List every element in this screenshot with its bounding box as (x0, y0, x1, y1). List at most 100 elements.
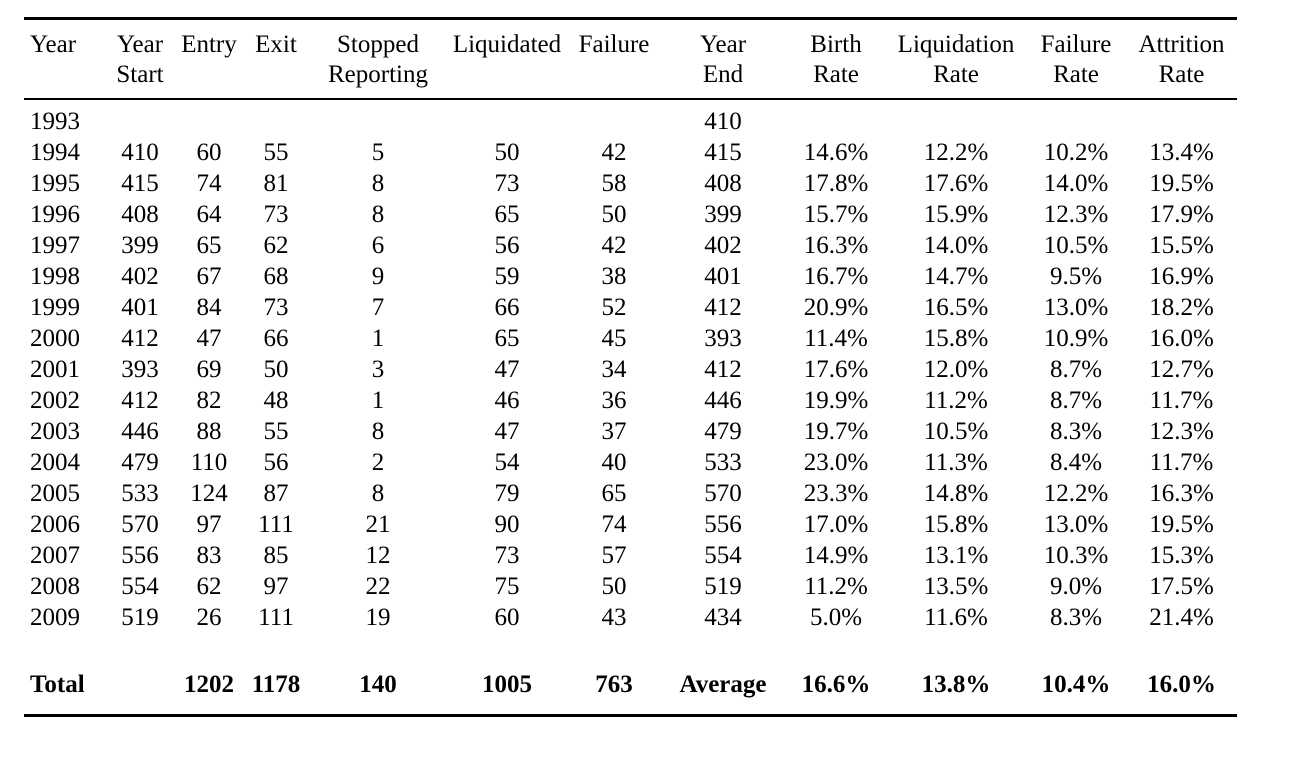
cell-entry: 67 (196, 263, 222, 290)
cell-birth-rate (786, 99, 886, 137)
cell-year: 2004 (30, 449, 80, 476)
cell-year: 2007 (30, 542, 80, 569)
cell-liquidated: 46 (494, 387, 520, 414)
table-row-1995: 1995 415 74 81 8 73 58 408 17.8% 17.6% 14.0% 19.5% (24, 168, 1237, 199)
header-line1: Exit (255, 31, 297, 58)
total-row: Total 1202 1178 140 1005 763 Average 16.6% 13.8%… (24, 663, 1237, 716)
cell-stopped-reporting: 12 (365, 542, 391, 569)
cell-year-end: 570 (704, 480, 742, 507)
cell-liquidation-rate: 13.1% (923, 542, 989, 569)
cell-attrition-rate: 12.3% (1149, 418, 1214, 445)
column-header-birth-rate: Birth Rate (786, 18, 886, 100)
cell-exit: 73 (263, 294, 289, 321)
cell-failure-rate: 13.0% (1043, 294, 1109, 321)
cell-year-start: 556 (121, 542, 159, 569)
cell-liquidated: 47 (494, 356, 520, 383)
cell-liquidation-rate: 12.0% (923, 356, 989, 383)
cell-stopped-reporting: 22 (365, 573, 391, 600)
cell-stopped-reporting: 5 (371, 139, 385, 166)
column-header-stopped-reporting: Stopped Reporting (310, 18, 446, 100)
cell-year: 1998 (30, 263, 80, 290)
cell-failure: 40 (601, 449, 627, 476)
cell-failure: 50 (601, 201, 627, 228)
cell-entry: 74 (196, 170, 222, 197)
cell-failure-rate: 8.7% (1049, 356, 1103, 383)
cell-year-start: 554 (121, 573, 159, 600)
cell-exit: 68 (263, 263, 289, 290)
table-row-2008: 2008 554 62 97 22 75 50 519 11.2% 13.5% 9.0% 17.5% (24, 571, 1237, 602)
cell-year: 2002 (30, 387, 80, 414)
cell-stopped-reporting: 19 (365, 604, 391, 631)
cell-liquidated: 47 (494, 418, 520, 445)
cell-exit: 73 (263, 201, 289, 228)
cell-year: 2005 (30, 480, 80, 507)
cell-year: 2009 (30, 604, 80, 631)
cell-year-start: 399 (121, 232, 159, 259)
cell-liquidated: 50 (494, 139, 520, 166)
cell-failure-rate: 8.3% (1049, 418, 1103, 445)
header-line1: Stopped (337, 31, 419, 58)
cell-exit: 48 (263, 387, 289, 414)
table-body: 1993 410 1994 410 60 55 5 50 42 415 14.6% 12.2% 10.2… (24, 99, 1237, 716)
header-line1: Failure (578, 31, 650, 58)
cell-exit: 56 (263, 449, 289, 476)
table-header: Year Year Start Entry Exit Stopped Reportin… (24, 18, 1237, 100)
cell-failure-rate: 12.3% (1043, 201, 1109, 228)
table-row-2004: 2004 479 110 56 2 54 40 533 23.0% 11.3% 8.4% 11.7% (24, 447, 1237, 478)
cell-liquidation-rate: 14.8% (923, 480, 989, 507)
cell-year-end: 479 (704, 418, 742, 445)
cell-entry: 124 (190, 480, 228, 507)
cell-year-end: 412 (704, 294, 742, 321)
cell-attrition-rate (1126, 99, 1237, 137)
cell-exit: 55 (263, 139, 289, 166)
cell-stopped-reporting: 8 (371, 201, 385, 228)
cell-failure: 34 (601, 356, 627, 383)
table-row-1997: 1997 399 65 62 6 56 42 402 16.3% 14.0% 10.5% 15.5% (24, 230, 1237, 261)
cell-attrition-rate: 19.5% (1149, 170, 1214, 197)
table-row-1998: 1998 402 67 68 9 59 38 401 16.7% 14.7% 9.5% 16.9% (24, 261, 1237, 292)
cell-stopped-reporting (310, 99, 446, 137)
cell-liquidation-rate: 14.7% (923, 263, 989, 290)
cell-exit: 97 (263, 573, 289, 600)
cell-attrition-rate: 16.0% (1149, 325, 1214, 352)
cell-exit: 50 (263, 356, 289, 383)
cell-liquidated: 73 (494, 542, 520, 569)
cell-year-end: 554 (704, 542, 742, 569)
cell-liquidated: 60 (494, 604, 520, 631)
cell-stopped-reporting: 1 (371, 387, 385, 414)
cell-exit: 62 (263, 232, 289, 259)
cell-attrition-rate: 16.9% (1149, 263, 1214, 290)
table-row-2003: 2003 446 88 55 8 47 37 479 19.7% 10.5% 8.3% 12.3% (24, 416, 1237, 447)
cell-attrition-rate: 11.7% (1149, 449, 1214, 476)
cell-entry: 69 (196, 356, 222, 383)
cell-birth-rate: 23.3% (803, 480, 869, 507)
cell-liquidated: 75 (494, 573, 520, 600)
total-cell-year: Total (30, 671, 85, 698)
cell-year-start: 401 (121, 294, 159, 321)
cell-failure-rate: 8.4% (1049, 449, 1103, 476)
cell-year-start: 408 (121, 201, 159, 228)
cell-failure: 43 (601, 604, 627, 631)
cell-failure-rate: 10.9% (1043, 325, 1109, 352)
cell-liquidated: 56 (494, 232, 520, 259)
cell-attrition-rate: 16.3% (1149, 480, 1214, 507)
cell-attrition-rate: 11.7% (1149, 387, 1214, 414)
cell-stopped-reporting: 1 (371, 325, 385, 352)
cell-liquidation-rate: 14.0% (923, 232, 989, 259)
column-header-year-end: Year End (660, 18, 786, 100)
cell-liquidation-rate: 11.2% (924, 387, 988, 414)
cell-stopped-reporting: 2 (371, 449, 385, 476)
header-line1: Year (116, 31, 164, 58)
cell-entry: 97 (196, 511, 222, 538)
cell-failure: 52 (601, 294, 627, 321)
cell-entry: 82 (196, 387, 222, 414)
total-cell-failure: 763 (595, 671, 633, 698)
cell-liquidation-rate: 15.8% (923, 511, 989, 538)
cell-liquidated: 79 (494, 480, 520, 507)
cell-year: 1993 (30, 108, 80, 135)
cell-exit: 66 (263, 325, 289, 352)
cell-failure: 36 (601, 387, 627, 414)
spacer-cell (24, 633, 1237, 663)
column-header-exit: Exit (242, 18, 310, 100)
